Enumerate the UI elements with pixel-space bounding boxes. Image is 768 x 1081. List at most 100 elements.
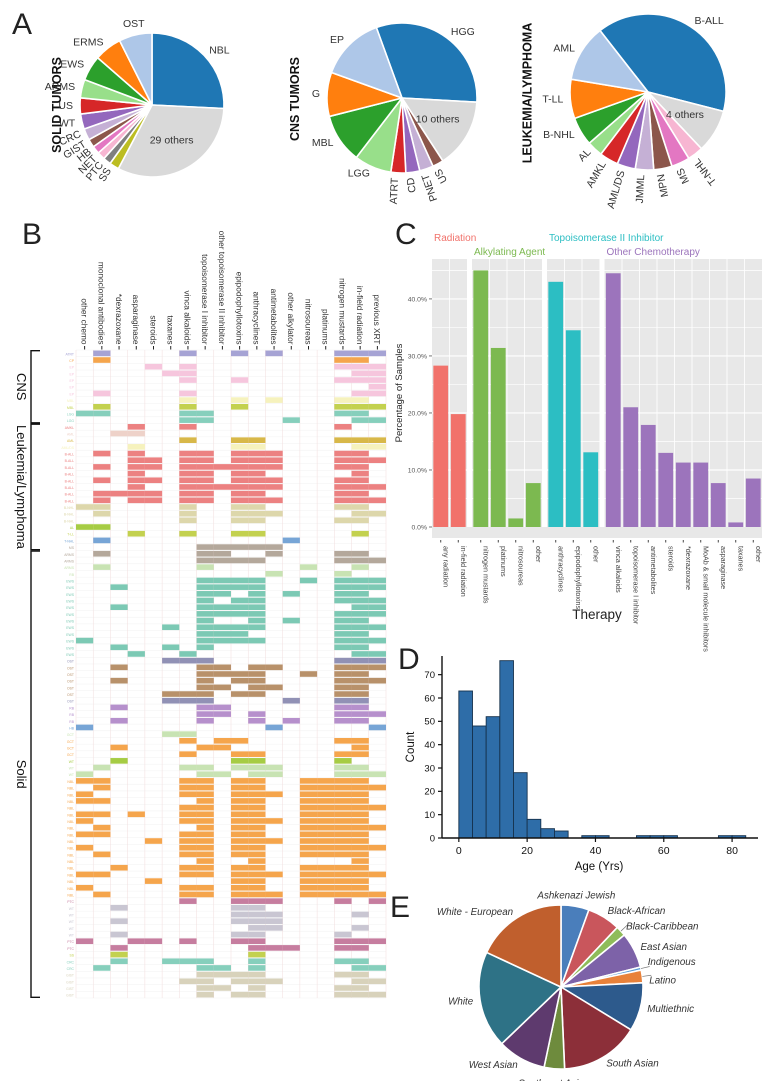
oncoprint-cell <box>265 945 283 951</box>
oncoprint-cell <box>196 958 214 965</box>
oncoprint-cell <box>351 798 369 804</box>
oncoprint-cell <box>144 938 163 945</box>
oncoprint-cell <box>162 697 180 704</box>
oncoprint-row-label: RB <box>69 706 74 710</box>
panel-e-letter: E <box>390 891 411 924</box>
oncoprint-cell <box>231 804 249 811</box>
oncoprint-cell <box>179 377 197 383</box>
oncoprint-cell <box>231 377 249 383</box>
oncoprint-cell <box>351 437 369 443</box>
oncoprint-cell <box>248 450 266 457</box>
oncoprint-row-label: RB <box>69 720 74 724</box>
histogram-x-tick: 20 <box>521 845 533 857</box>
oncoprint-cell <box>317 891 335 898</box>
oncoprint-cell <box>282 717 300 724</box>
therapy-bar <box>658 452 674 527</box>
oncoprint-cell <box>334 684 352 691</box>
oncoprint-column-header: steroids <box>148 315 158 344</box>
therapy-bar <box>565 330 581 527</box>
oncoprint-cell <box>196 457 214 464</box>
oncoprint-cell <box>248 938 266 945</box>
oncoprint-cell <box>213 484 231 490</box>
oncoprint-cell <box>334 804 352 811</box>
oncoprint-cell <box>265 510 283 517</box>
oncoprint-cell <box>231 577 249 584</box>
oncoprint-cell <box>282 591 300 597</box>
oncoprint-cell <box>231 751 249 757</box>
oncoprint-cell <box>76 871 94 878</box>
oncoprint-cell <box>93 504 111 510</box>
oncoprint-cell <box>317 844 335 851</box>
oncoprint-cell <box>248 611 266 617</box>
oncoprint-cell <box>368 557 386 564</box>
pie-slice-label: Indigenous <box>648 957 696 968</box>
oncoprint-cell <box>179 464 197 470</box>
oncoprint-cell <box>334 691 352 697</box>
oncoprint-cell <box>162 731 180 737</box>
oncoprint-cell <box>162 370 180 377</box>
oncoprint-cell <box>162 958 180 965</box>
oncoprint-cell <box>299 844 318 851</box>
bar-chart-x-tick: other <box>534 546 543 563</box>
oncoprint-cell <box>248 851 266 858</box>
ethnicity-pie-chart: Ashkenazi Jewish Black-African Black-Carib… <box>437 890 699 1081</box>
oncoprint-cell <box>248 691 266 697</box>
oncoprint-cell <box>196 804 214 811</box>
oncoprint-cell <box>265 457 283 464</box>
oncoprint-cell <box>334 490 352 497</box>
bar-chart-x-tick: anthracyclines <box>556 546 565 592</box>
oncoprint-cell <box>196 677 214 684</box>
bar-chart-x-tick: in-field radiation <box>459 546 468 597</box>
oncoprint-group-label: Leukemia/Lymphoma <box>14 425 29 550</box>
panel-c-letter: C <box>395 218 417 251</box>
oncoprint-cell <box>179 791 197 798</box>
oncoprint-row-label: B-ALL <box>65 486 75 490</box>
oncoprint-cell <box>317 778 335 784</box>
oncoprint-cell <box>351 938 369 945</box>
oncoprint-row-label: EWS <box>66 626 74 630</box>
oncoprint-row-label: NBL <box>67 853 74 857</box>
oncoprint-cell <box>213 664 231 671</box>
oncoprint-row-label: EWS <box>66 606 74 610</box>
oncoprint-cell <box>334 704 352 711</box>
oncoprint-row-label: OST <box>67 686 74 690</box>
oncoprint-cell <box>265 450 283 457</box>
pie-slice-label: 10 others <box>416 114 460 126</box>
oncoprint-cell <box>144 490 163 497</box>
oncoprint-cell <box>334 784 352 791</box>
oncoprint-cell <box>351 470 369 477</box>
oncoprint-cell <box>179 691 197 697</box>
therapy-bar <box>693 462 709 527</box>
oncoprint-cell <box>179 818 197 824</box>
oncoprint-cell <box>179 651 197 657</box>
oncoprint-cell <box>334 357 352 363</box>
oncoprint-cell <box>127 444 145 450</box>
oncoprint-cell <box>351 844 369 851</box>
oncoprint-cell <box>351 985 369 991</box>
oncoprint-cell <box>282 417 300 423</box>
oncoprint-cell <box>76 724 94 731</box>
oncoprint-cell <box>299 577 318 584</box>
histogram-y-tick: 70 <box>424 670 435 681</box>
oncoprint-cell <box>248 504 266 510</box>
oncoprint-cell <box>351 778 369 784</box>
therapy-bar <box>710 483 726 527</box>
oncoprint-cell <box>334 617 352 624</box>
oncoprint-cell <box>231 831 249 838</box>
oncoprint-cell <box>231 791 249 798</box>
oncoprint-cell <box>127 530 145 537</box>
oncoprint-cell <box>213 631 231 637</box>
oncoprint-cell <box>248 985 266 991</box>
oncoprint-cell <box>351 697 369 704</box>
oncoprint-cell <box>231 878 249 884</box>
therapy-category-title: Alkylating Agent <box>474 247 545 258</box>
oncoprint-cell <box>179 884 197 891</box>
oncoprint-cell <box>231 931 249 938</box>
oncoprint-cell <box>317 831 335 838</box>
oncoprint-cell <box>213 577 231 584</box>
oncoprint-cell <box>213 544 231 550</box>
oncoprint-cell <box>334 764 352 771</box>
oncoprint-cell <box>368 484 386 490</box>
oncoprint-cell <box>213 637 231 644</box>
oncoprint-cell <box>368 584 386 590</box>
